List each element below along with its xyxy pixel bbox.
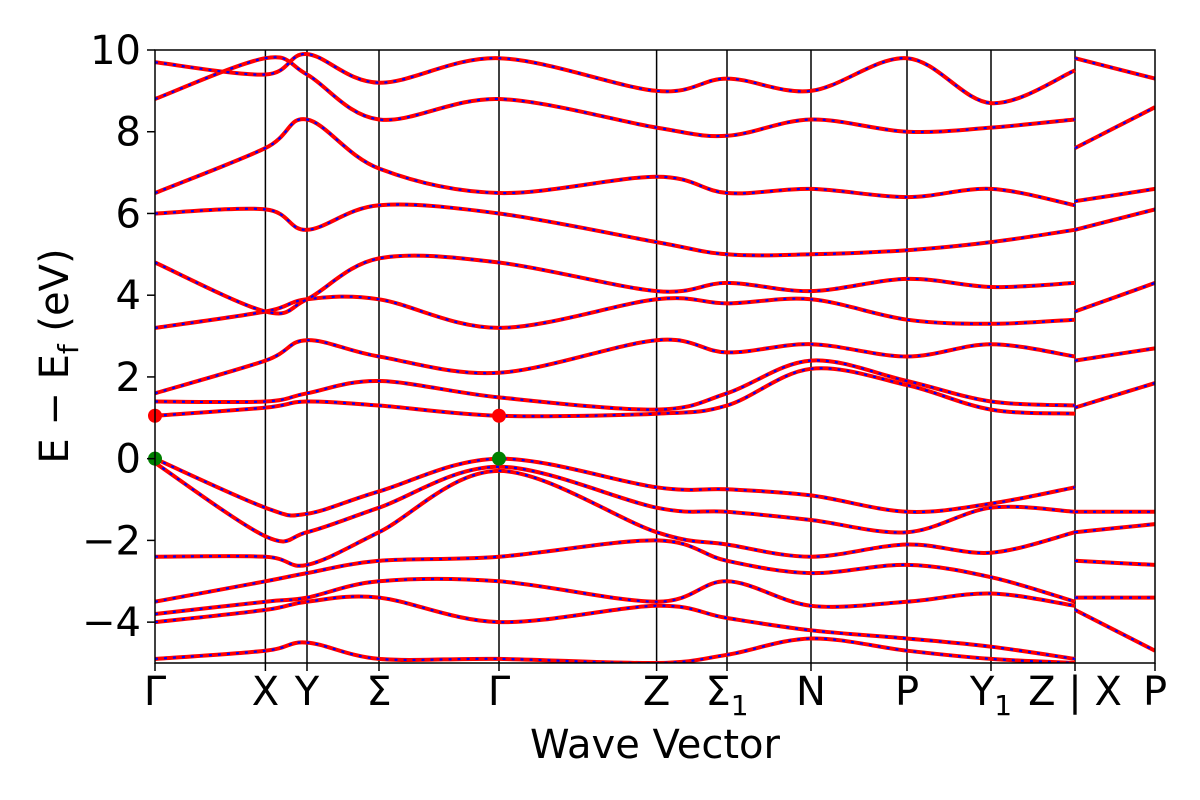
band-lines bbox=[155, 52, 1155, 663]
x-tick-label-3: Σ bbox=[366, 669, 391, 715]
band-line bbox=[1074, 558, 1155, 567]
band-line bbox=[1074, 346, 1155, 363]
x-tick-label-7: N bbox=[796, 669, 826, 715]
y-tick-label: −2 bbox=[82, 518, 141, 564]
band-line bbox=[1074, 105, 1155, 150]
band-line-overlay bbox=[155, 469, 1076, 567]
x-tick-label-1: X bbox=[252, 669, 279, 715]
band-line-overlay bbox=[155, 539, 1076, 603]
band-line bbox=[1074, 281, 1155, 314]
band-line bbox=[1074, 522, 1155, 535]
band-line bbox=[1074, 381, 1155, 410]
band-line bbox=[155, 52, 1076, 106]
y-tick-label: 4 bbox=[116, 273, 141, 319]
y-axis-ticks: 10 8 6 4 2 0 −2 −4 bbox=[82, 28, 155, 646]
band-line bbox=[155, 117, 1076, 208]
band-line-overlay bbox=[1074, 608, 1155, 652]
y-tick-label: 6 bbox=[116, 191, 141, 237]
y-axis-title-subscript: f bbox=[52, 343, 85, 354]
band-line-overlay bbox=[155, 254, 1076, 315]
band-line-overlay bbox=[155, 457, 1076, 517]
x-axis-title: Wave Vector bbox=[530, 722, 781, 768]
band-line bbox=[155, 366, 1076, 419]
plot-frame bbox=[154, 49, 1156, 664]
band-line-overlay bbox=[155, 595, 1076, 660]
band-line bbox=[1074, 186, 1155, 204]
band-line-overlay bbox=[155, 56, 1076, 138]
x-tick-label-10: Z | X bbox=[1028, 669, 1122, 715]
y-tick-label: 2 bbox=[116, 355, 141, 401]
x-tick-label-0: Γ bbox=[144, 669, 167, 715]
y-axis-title: E − Ef (eV) bbox=[32, 248, 85, 463]
x-tick-label-4: Γ bbox=[488, 669, 511, 715]
y-axis-title-unit: (eV) bbox=[32, 248, 78, 344]
vbm-marker bbox=[492, 451, 506, 466]
band-line-overlay bbox=[155, 295, 1076, 330]
x-axis-ticks: Γ X Y Σ Γ Z Σ1 N P Y1 Z | X P bbox=[144, 663, 1167, 722]
x-tick-label-9: Y1 bbox=[969, 669, 1012, 722]
y-tick-label: 10 bbox=[90, 28, 141, 74]
band-line-overlay bbox=[155, 577, 1076, 616]
band-line-overlay bbox=[155, 359, 1076, 411]
y-tick-label: 0 bbox=[116, 437, 141, 483]
y-tick-label: 8 bbox=[116, 110, 141, 156]
x-tick-label-6: Σ1 bbox=[705, 669, 748, 722]
x-tick-label-11: P bbox=[1143, 669, 1167, 715]
band-line bbox=[155, 202, 1076, 258]
cbm-marker bbox=[492, 408, 506, 423]
band-line bbox=[155, 337, 1076, 396]
y-tick-label: −4 bbox=[82, 600, 141, 646]
band-line-overlay bbox=[155, 461, 1076, 543]
x-tick-label-8: P bbox=[895, 669, 919, 715]
x-tick-label-2: Y bbox=[294, 669, 320, 715]
y-axis-title-main: E − E bbox=[32, 354, 78, 464]
band-line-overlay bbox=[155, 637, 1076, 663]
x-tick-label-5: Z bbox=[643, 669, 670, 715]
band-line bbox=[1074, 207, 1155, 232]
band-line bbox=[1074, 56, 1155, 81]
